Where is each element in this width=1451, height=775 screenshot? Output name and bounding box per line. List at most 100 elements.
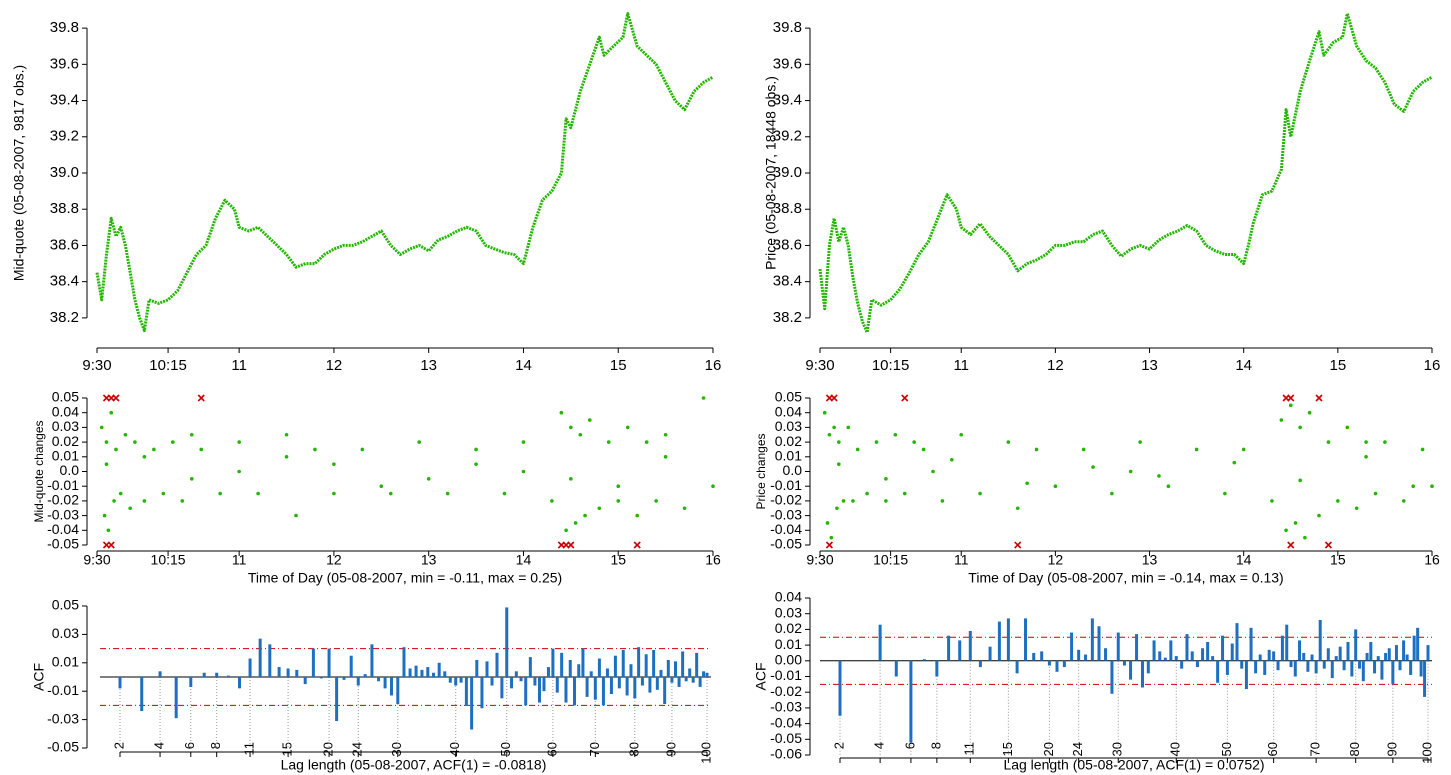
- acf-bar: [573, 677, 577, 706]
- x-tick-label: 10:15: [149, 357, 187, 374]
- acf-bar: [1416, 627, 1420, 661]
- x-tick-label: 15: [1330, 552, 1346, 568]
- x-tick-label: 16: [1424, 357, 1441, 374]
- point: [1270, 499, 1274, 503]
- acf-bar: [609, 677, 613, 695]
- y-tick-label: -0.06: [770, 746, 802, 762]
- x-tick-label: 80: [1347, 742, 1362, 756]
- acf-bar: [640, 677, 644, 686]
- point: [417, 440, 422, 444]
- x-tick-label: 20: [321, 742, 336, 756]
- point: [152, 447, 156, 452]
- acf-bar: [1104, 648, 1108, 661]
- y-tick-label: 0.02: [775, 433, 802, 449]
- x-tick-label: 10:15: [151, 552, 186, 568]
- acf-bar: [485, 661, 489, 677]
- acf-bar: [1146, 660, 1150, 674]
- acf-bar: [258, 638, 262, 677]
- x-tick-label: 24: [1070, 742, 1085, 756]
- point: [171, 440, 175, 444]
- point: [663, 432, 668, 437]
- acf-bar: [505, 607, 509, 677]
- x-tick-label: 24: [350, 742, 365, 756]
- acf-bar: [644, 654, 648, 677]
- acf-bar: [1006, 618, 1010, 661]
- acf-bar: [402, 647, 406, 677]
- acf-bar: [1298, 640, 1302, 661]
- acf-bar: [295, 669, 299, 677]
- acf-bar: [1384, 652, 1388, 661]
- point: [1383, 440, 1387, 444]
- acf-bar: [922, 659, 926, 661]
- point: [474, 447, 478, 452]
- acf-bar: [684, 677, 688, 682]
- outlier-mark: [830, 394, 838, 402]
- acf-bar: [1235, 623, 1239, 661]
- acf-bar: [1412, 635, 1416, 661]
- point: [1166, 484, 1171, 489]
- y-tick-label: -0.05: [47, 536, 79, 552]
- acf-bar: [1055, 660, 1059, 672]
- x-tick-label: 14: [516, 552, 532, 568]
- point: [521, 469, 526, 474]
- acf-bar: [1369, 641, 1373, 661]
- acf-bar: [1221, 635, 1225, 661]
- acf-bar: [226, 675, 230, 677]
- acf-bar: [1097, 626, 1101, 661]
- acf-bar: [698, 677, 702, 687]
- y-tick-label: 38.2: [773, 309, 802, 326]
- x-tick-label: 15: [280, 742, 295, 756]
- y-tick-label: 38.4: [50, 273, 79, 290]
- y-tick-label: 39.2: [50, 128, 79, 145]
- point: [884, 499, 888, 503]
- acf-bar: [542, 677, 546, 692]
- acf-bar: [1062, 660, 1066, 668]
- y-tick-label: 0.04: [52, 403, 79, 419]
- point: [142, 455, 147, 459]
- acf-bar: [597, 658, 601, 677]
- acf-bar: [688, 668, 692, 677]
- y-tick-label: -0.02: [47, 492, 79, 508]
- acf-bar: [356, 677, 360, 686]
- y-tick-label: 39.6: [773, 55, 802, 72]
- acf-bar: [519, 677, 523, 682]
- point: [846, 425, 851, 430]
- acf-bar: [1040, 651, 1044, 661]
- acf-bar: [564, 677, 568, 703]
- x-tick-label: 2: [111, 742, 126, 749]
- acf-bar: [370, 644, 374, 677]
- acf-bar: [1225, 660, 1229, 675]
- point: [1354, 506, 1359, 511]
- x-tick-label: 8: [208, 742, 223, 749]
- acf-bar: [238, 677, 242, 689]
- point: [1284, 528, 1288, 533]
- point: [893, 432, 898, 437]
- x-tick-label: 14: [1235, 357, 1252, 374]
- point: [1401, 499, 1406, 503]
- x-axis-label: Time of Day (05-08-2007, min = -0.14, ma…: [968, 570, 1283, 586]
- y-tick-label: -0.03: [770, 506, 802, 522]
- point: [109, 410, 114, 415]
- acf-bar: [342, 677, 346, 680]
- outlier-mark: [633, 541, 641, 549]
- acf-bar: [1122, 660, 1126, 666]
- acf-bar: [935, 660, 939, 677]
- y-tick-label: 38.4: [773, 273, 802, 290]
- acf-bar: [277, 667, 281, 677]
- x-tick-label: 11: [953, 357, 969, 374]
- x-tick-label: 9:30: [82, 357, 111, 374]
- acf-bar: [1258, 654, 1262, 661]
- y-tick-label: -0.05: [770, 536, 802, 552]
- acf-bar: [1084, 654, 1088, 661]
- x-tick-label: 11: [954, 552, 969, 568]
- x-tick-label: 15: [610, 552, 626, 568]
- y-tick-label: -0.03: [770, 699, 802, 715]
- point: [104, 440, 109, 444]
- x-axis-label: Lag length (05-08-2007, ACF(1) = 0.0752): [1003, 757, 1264, 773]
- acf-bar: [648, 677, 652, 693]
- point: [1053, 484, 1058, 489]
- acf-bar: [1249, 627, 1253, 661]
- x-tick-label: 13: [1141, 357, 1158, 374]
- point: [1288, 403, 1293, 408]
